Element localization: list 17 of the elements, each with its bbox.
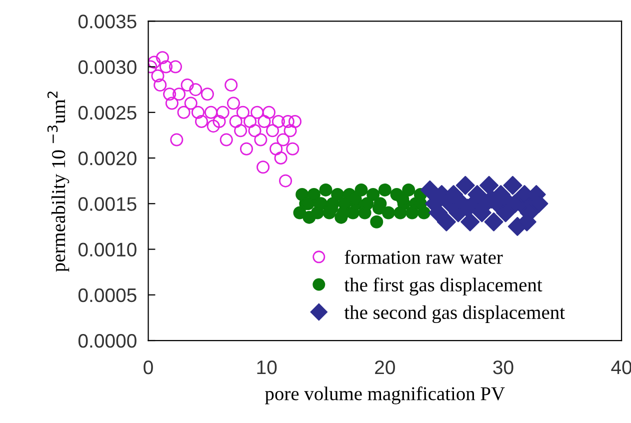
y-tick-label: 0.0020 xyxy=(78,151,136,166)
legend-label: the second gas displacement xyxy=(344,305,565,324)
x-tick-label: 20 xyxy=(375,360,395,374)
y-tick-label: 0.0035 xyxy=(78,14,136,28)
y-axis-title: permeability 10 $^{−3}$um$^{2}$ xyxy=(47,92,70,272)
legend-label: the first gas displacement xyxy=(344,278,542,296)
legend-label: formation raw water xyxy=(344,250,503,264)
y-tick-label: 0.0005 xyxy=(78,288,136,302)
y-tick-label: 0.0000 xyxy=(78,334,136,348)
x-tick-label: 30 xyxy=(493,360,514,374)
y-tick-label: 0.0015 xyxy=(78,197,136,211)
y-tick-label: 0.0025 xyxy=(78,106,136,120)
y-tick-label: 0.0030 xyxy=(78,60,136,74)
x-axis-title: pore volume magnification PV xyxy=(265,386,505,404)
x-tick-label: 0 xyxy=(144,360,153,374)
x-tick-label: 10 xyxy=(257,360,277,374)
y-tick-label: 0.0010 xyxy=(78,242,136,257)
